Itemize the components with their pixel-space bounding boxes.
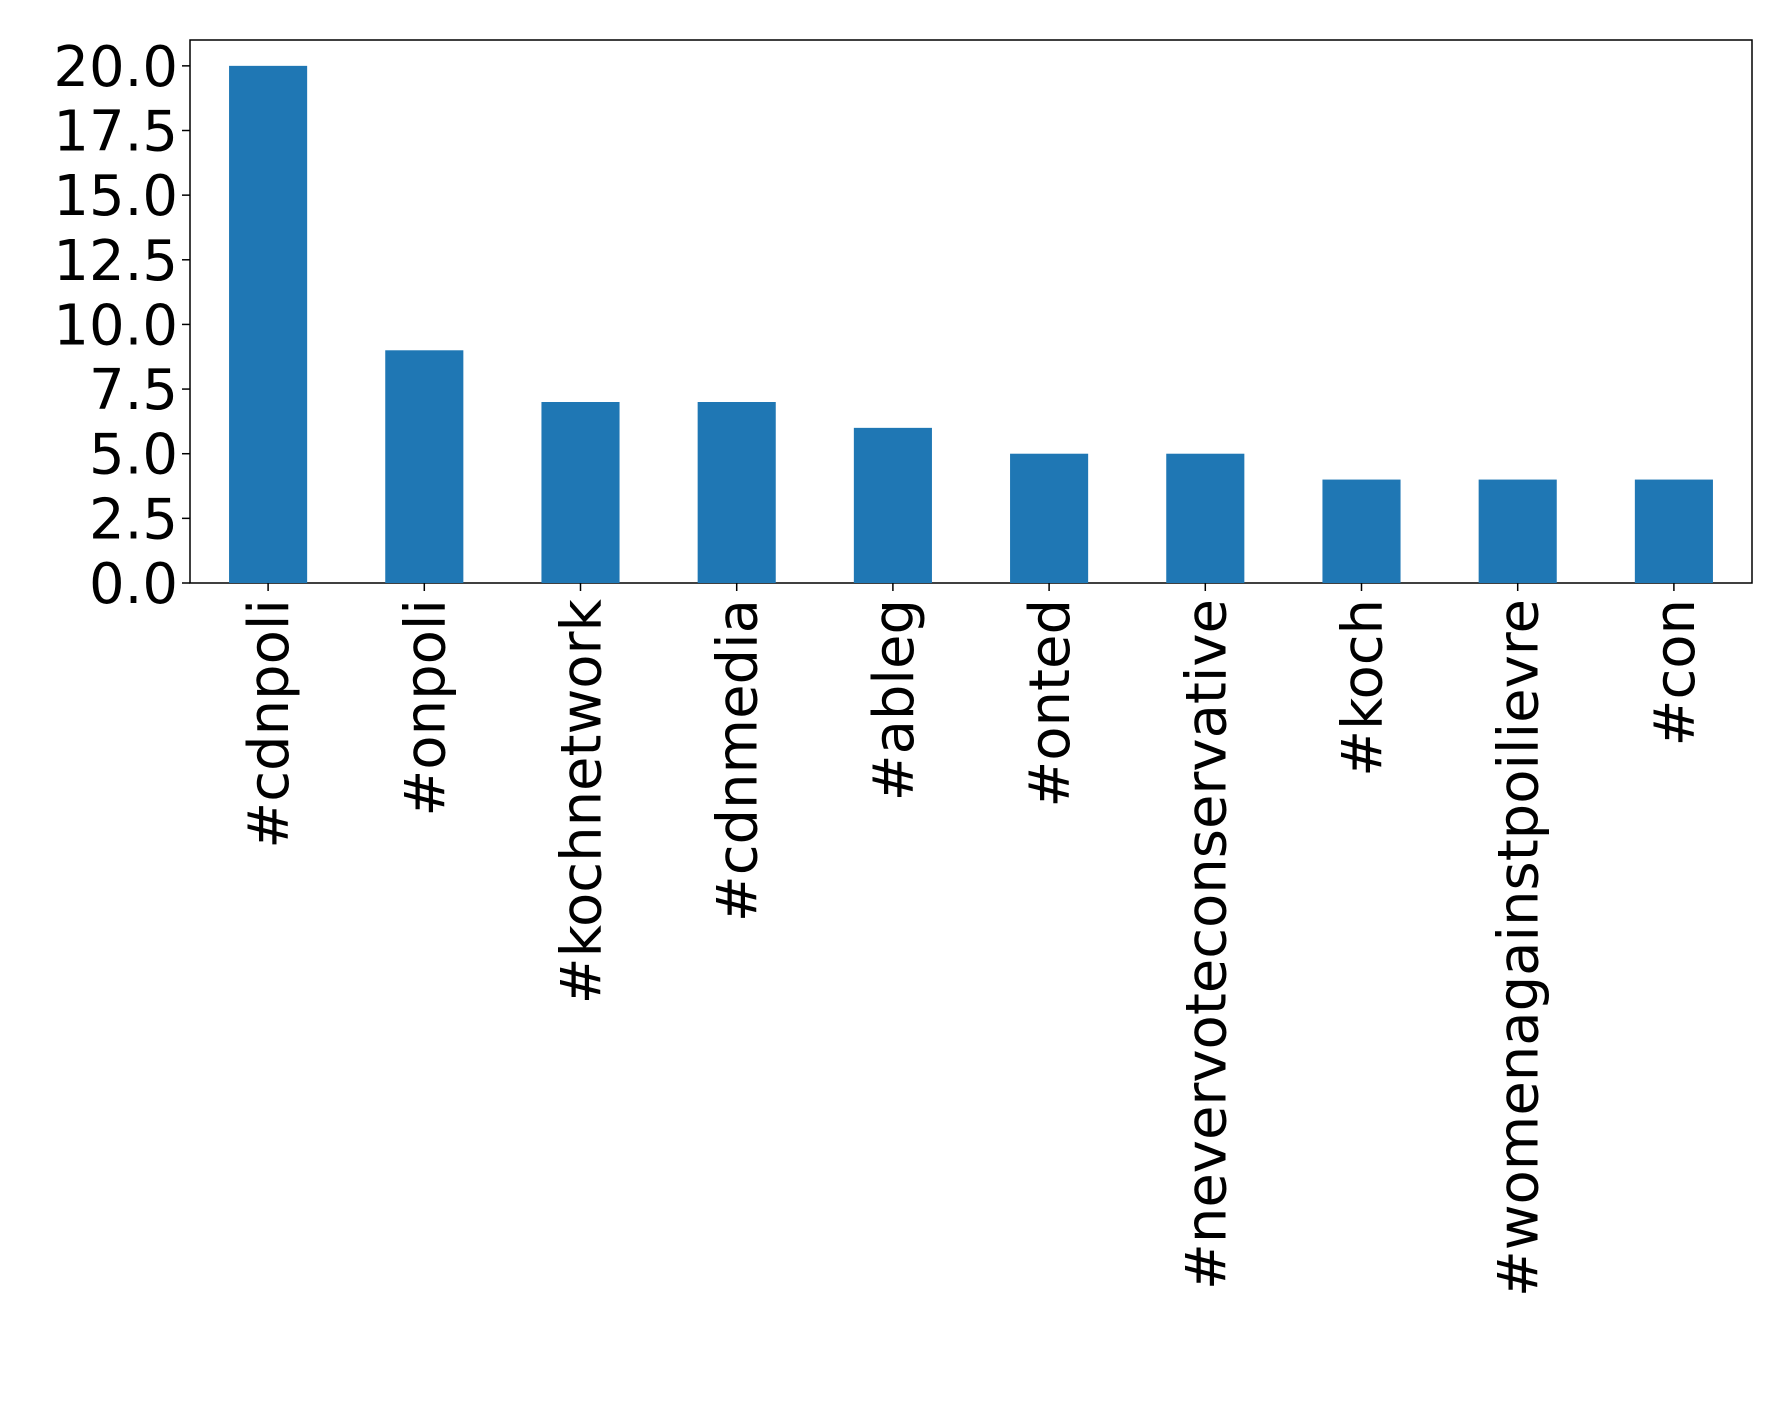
y-tick-label: 2.5 bbox=[89, 487, 178, 552]
bar bbox=[853, 427, 932, 583]
bar bbox=[1634, 479, 1713, 583]
bar bbox=[1478, 479, 1557, 583]
bar bbox=[385, 350, 464, 583]
x-tick-label: #womenagainstpoilievre bbox=[1487, 599, 1552, 1297]
x-tick-label: #onted bbox=[1018, 599, 1083, 808]
x-tick-label: #onpoli bbox=[393, 599, 458, 817]
bar bbox=[697, 402, 776, 583]
bar bbox=[1322, 479, 1401, 583]
y-tick-label: 5.0 bbox=[89, 423, 178, 488]
x-tick-label: #cdnpoli bbox=[237, 599, 302, 849]
x-tick-label: #nevervoteconservative bbox=[1174, 599, 1239, 1290]
bar bbox=[541, 402, 620, 583]
y-tick-label: 7.5 bbox=[89, 358, 178, 423]
x-tick-label: #koch bbox=[1331, 599, 1396, 777]
y-tick-label: 0.0 bbox=[89, 552, 178, 617]
bar bbox=[229, 65, 308, 584]
bar bbox=[1010, 453, 1089, 583]
plot-frame bbox=[189, 39, 1753, 584]
y-tick-label: 15.0 bbox=[53, 164, 178, 229]
x-tick-label: #kochnetwork bbox=[550, 598, 615, 1004]
bar bbox=[1166, 453, 1245, 583]
y-tick-label: 10.0 bbox=[53, 293, 178, 358]
x-tick-label: #con bbox=[1643, 599, 1708, 746]
y-tick-label: 17.5 bbox=[53, 100, 178, 165]
y-tick-label: 12.5 bbox=[53, 229, 178, 294]
x-tick-label: #cdnmedia bbox=[706, 599, 771, 922]
x-tick-label: #ableg bbox=[862, 599, 927, 801]
y-tick-label: 20.0 bbox=[53, 35, 178, 100]
